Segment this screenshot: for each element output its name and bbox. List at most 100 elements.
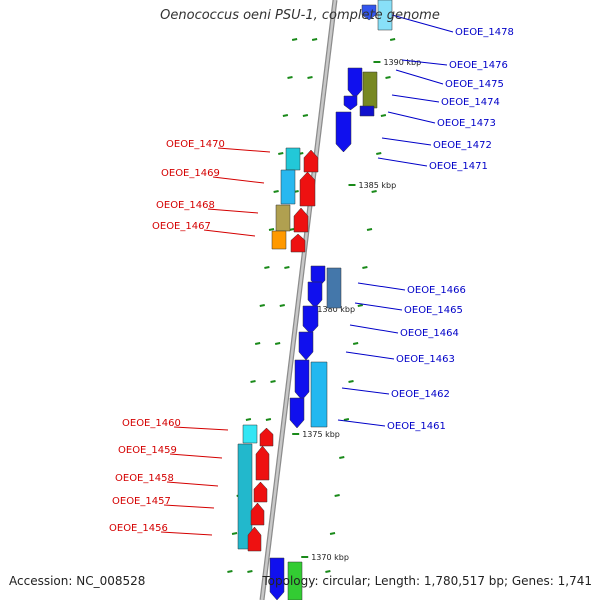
leader-line [345,351,395,360]
gene-label-OEOE_1475: OEOE_1475 [445,79,504,90]
gene-label-OEOE_1470: OEOE_1470 [166,139,225,150]
scale-dash [274,342,281,345]
gene-block-bottom [287,561,303,600]
gene-block-1474 [362,71,378,109]
gene-arrow-1464 [302,305,319,335]
gene-arrow-1458 [253,481,268,503]
scale-dash [385,76,391,79]
scale-dash [245,418,252,421]
genome-map-group: 1390 kbp 1385 kbp 1380 kbp 1375 kbp 1370 kbp… [109,0,514,600]
scale-dash [265,418,272,421]
leader-line [381,137,432,146]
gene-block-1469 [280,169,296,205]
gene-label-OEOE_1466: OEOE_1466 [407,285,466,296]
scale-dash [339,456,345,459]
leader-line [391,94,440,103]
kbp-label: 1380 kbp [317,305,355,314]
gene-label-OEOE_1469: OEOE_1469 [161,168,220,179]
gene-block-1467 [271,230,287,250]
leader-line [387,111,436,124]
leader-line [395,69,444,85]
gene-label-OEOE_1459: OEOE_1459 [118,445,177,456]
gene-label-OEOE_1463: OEOE_1463 [396,354,455,365]
scale-dash [389,38,396,41]
gene-label-OEOE_1472: OEOE_1472 [433,140,492,151]
scale-dash [352,342,359,345]
gene-label-OEOE_1471: OEOE_1471 [429,161,488,172]
scale-dash [278,152,284,155]
scale-dash [343,418,350,421]
leader-line [169,453,223,459]
gene-arrow-1469 [299,171,316,207]
gene-label-OEOE_1457: OEOE_1457 [112,496,171,507]
gene-block-1468 [275,204,291,232]
gene-label-OEOE_1467: OEOE_1467 [152,221,211,232]
scale-dash [366,228,373,231]
leader-line [377,157,428,167]
gene-arrow-1478b [361,4,377,21]
scale-dash [302,114,309,117]
leader-line [212,176,265,184]
scale-dash [282,114,289,117]
leader-line [160,531,213,536]
gene-label-OEOE_1461: OEOE_1461 [387,421,446,432]
scale-dash [270,380,276,383]
leader-line [391,14,454,33]
gene-block-1473 [359,105,375,117]
scale-dash [254,342,261,345]
gene-block-1466 [326,267,342,309]
gene-label-OEOE_1462: OEOE_1462 [391,389,450,400]
gene-arrow-1472 [335,111,352,153]
leader-line [357,282,406,291]
kbp-label: 1390 kbp [383,58,421,67]
scale-dash [334,494,340,497]
gene-label-OEOE_1476: OEOE_1476 [449,60,508,71]
gene-arrow-1476 [347,67,363,99]
leader-line [163,504,215,509]
scale-dash [376,152,382,155]
map-title: Oenococcus oeni PSU-1, complete genome [160,8,440,23]
scale-dash [264,266,270,269]
kbp-label: 1370 kbp [311,553,349,562]
leader-line [203,229,256,237]
gene-arrow-1460 [259,427,274,447]
leader-line [166,481,219,487]
gene-label-OEOE_1465: OEOE_1465 [404,305,463,316]
gene-arrow-1457 [250,502,265,526]
gene-block-1460 [242,424,258,444]
gene-arrow-1475 [343,95,358,111]
leader-line [217,147,271,153]
scale-dash [307,76,313,79]
scale-dash [247,570,253,573]
gene-label-OEOE_1464: OEOE_1464 [400,328,459,339]
gene-arrow-1456 [247,526,262,552]
gene-arrow-1463 [298,331,314,361]
gene-block-1478 [377,0,393,31]
gene-label-OEOE_1478: OEOE_1478 [455,27,514,38]
backbone-line [260,0,337,600]
scale-dash [329,532,336,535]
gene-block-1470 [285,147,301,171]
scale-dash [348,380,354,383]
scale-dash [284,266,290,269]
scale-dash [325,570,331,573]
scale-dash [259,304,265,307]
gene-label-OEOE_1456: OEOE_1456 [109,523,168,534]
gene-label-OEOE_1460: OEOE_1460 [122,418,181,429]
gene-arrow-1467 [290,233,306,253]
gene-label-OEOE_1474: OEOE_1474 [441,97,500,108]
scale-dash [311,38,318,41]
scale-dash [250,380,256,383]
scale-dash [268,228,275,231]
leader-line [349,324,399,334]
scale-dash [227,570,233,573]
scale-dash [371,190,377,193]
gene-block-1462 [310,361,328,428]
accession-text: Accession: NC_008528 [9,574,146,588]
scale-dash [279,304,285,307]
leader-line [207,208,259,214]
gene-label-OEOE_1458: OEOE_1458 [115,473,174,484]
leader-line [173,426,229,431]
